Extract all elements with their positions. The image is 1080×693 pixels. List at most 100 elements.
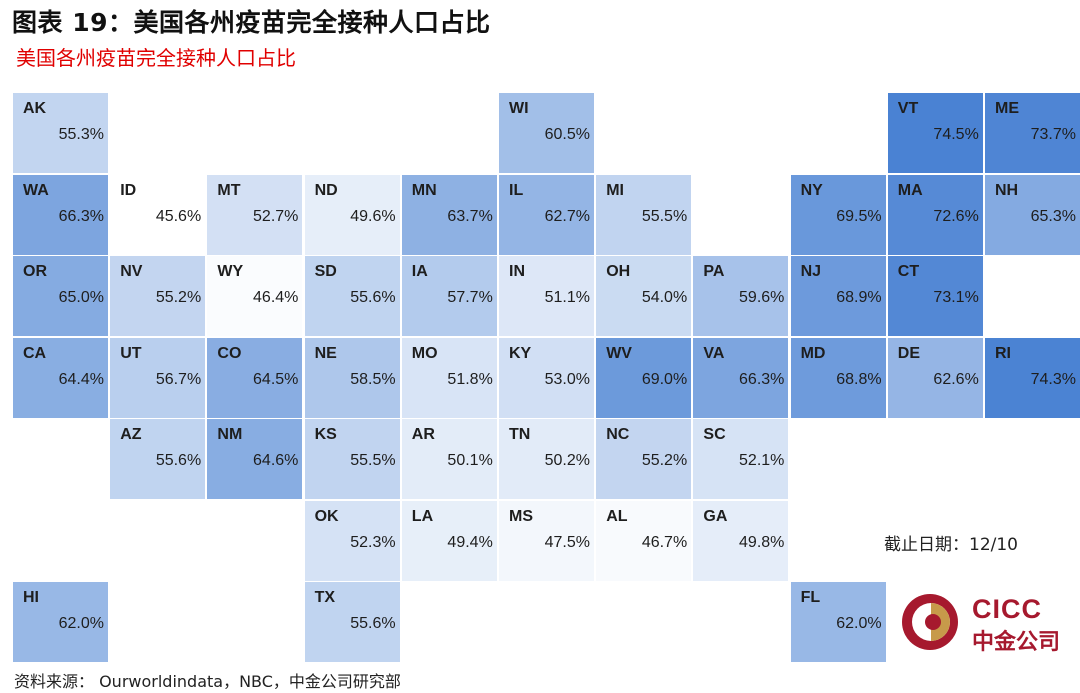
- state-abbr: WI: [509, 100, 529, 117]
- state-tile-tx: TX 55.6%: [304, 582, 400, 662]
- state-value-label: 52.7%: [253, 207, 299, 225]
- state-abbr: OK: [314, 507, 339, 525]
- state-tile-nc: NC 55.2%: [596, 419, 692, 499]
- state-abbr: NV: [120, 263, 143, 280]
- state-tile-nh: NH 65.3%: [985, 174, 1080, 255]
- state-abbr: IL: [509, 181, 524, 199]
- state-value-label: 52.3%: [350, 533, 396, 551]
- state-value-label: 55.5%: [350, 452, 396, 469]
- state-value-label: 47.5%: [544, 533, 590, 551]
- state-abbr: UT: [120, 344, 142, 362]
- state-tile-wi: WI 60.5%: [499, 93, 594, 173]
- state-tile-in: IN 51.1%: [499, 256, 594, 336]
- state-abbr: NJ: [800, 263, 822, 280]
- state-tile-ms: MS 47.5%: [499, 500, 594, 581]
- cicc-logo-mark-icon: [902, 594, 958, 650]
- state-tile-mn: MN 63.7%: [401, 174, 497, 255]
- state-value-label: 55.2%: [155, 289, 202, 306]
- state-value-label: 46.7%: [641, 533, 688, 551]
- state-value-label: 65.3%: [1030, 207, 1076, 225]
- state-abbr: NY: [800, 181, 823, 199]
- state-abbr: AL: [606, 507, 628, 525]
- state-abbr: ID: [120, 181, 137, 199]
- state-abbr: MO: [411, 344, 438, 362]
- state-value-label: 45.6%: [155, 207, 202, 225]
- state-abbr: DE: [897, 344, 921, 362]
- state-value-label: 56.7%: [155, 370, 202, 388]
- state-abbr: MI: [606, 181, 624, 199]
- state-tile-ak: AK 55.3%: [13, 93, 108, 173]
- state-abbr: MD: [800, 344, 826, 362]
- state-abbr: VA: [703, 344, 725, 362]
- state-tile-wy: WY 46.4%: [207, 256, 303, 336]
- state-value-label: 53.0%: [544, 370, 590, 388]
- state-tile-fl: FL 62.0%: [790, 582, 886, 662]
- state-value-label: 51.8%: [447, 370, 493, 388]
- state-abbr: PA: [703, 263, 725, 280]
- state-value-label: 55.5%: [641, 207, 688, 225]
- state-tile-nd: ND 49.6%: [304, 174, 400, 255]
- state-abbr: TN: [509, 426, 531, 443]
- state-value-label: 69.5%: [836, 207, 882, 225]
- state-value-label: 68.9%: [836, 289, 882, 306]
- state-tile-or: OR 65.0%: [13, 256, 108, 336]
- state-tile-ri: RI 74.3%: [985, 337, 1080, 418]
- state-tile-de: DE 62.6%: [887, 337, 983, 418]
- state-value-label: 50.1%: [447, 452, 493, 469]
- state-tile-la: LA 49.4%: [401, 500, 497, 581]
- state-abbr: MT: [217, 181, 241, 199]
- state-abbr: IN: [509, 263, 525, 280]
- state-value-label: 54.0%: [641, 289, 688, 306]
- figure-title: 图表 19：美国各州疫苗完全接种人口占比: [12, 8, 491, 37]
- state-value-label: 55.6%: [350, 289, 396, 306]
- state-tile-wv: WV 69.0%: [596, 337, 692, 418]
- state-abbr: OR: [23, 263, 47, 280]
- state-value-label: 57.7%: [447, 289, 493, 306]
- state-abbr: WY: [217, 263, 244, 280]
- state-value-label: 55.2%: [641, 452, 688, 469]
- state-tile-nj: NJ 68.9%: [790, 256, 886, 336]
- state-tile-id: ID 45.6%: [110, 174, 206, 255]
- state-value-label: 62.6%: [933, 370, 979, 388]
- state-value-label: 73.1%: [933, 289, 979, 306]
- state-tile-ar: AR 50.1%: [401, 419, 497, 499]
- state-value-label: 55.6%: [350, 615, 396, 632]
- state-abbr: CA: [23, 344, 47, 362]
- state-value-label: 62.7%: [544, 207, 590, 225]
- state-tile-sc: SC 52.1%: [693, 419, 789, 499]
- state-value-label: 64.6%: [253, 452, 299, 469]
- state-tile-ks: KS 55.5%: [304, 419, 400, 499]
- state-value-label: 60.5%: [544, 126, 590, 143]
- state-tile-sd: SD 55.6%: [304, 256, 400, 336]
- state-tile-tn: TN 50.2%: [499, 419, 594, 499]
- state-value-label: 52.1%: [739, 452, 785, 469]
- state-abbr: AR: [411, 426, 435, 443]
- state-value-label: 64.5%: [253, 370, 299, 388]
- state-value-label: 55.3%: [58, 126, 104, 143]
- state-abbr: HI: [23, 589, 39, 606]
- state-value-label: 62.0%: [836, 615, 882, 632]
- state-value-label: 58.5%: [350, 370, 396, 388]
- state-tile-ne: NE 58.5%: [304, 337, 400, 418]
- state-value-label: 74.5%: [933, 126, 979, 143]
- state-tile-ma: MA 72.6%: [887, 174, 983, 255]
- state-value-label: 50.2%: [544, 452, 590, 469]
- state-abbr: RI: [995, 344, 1011, 362]
- state-tile-ok: OK 52.3%: [304, 500, 400, 581]
- state-abbr: ND: [314, 181, 338, 199]
- state-value-label: 49.8%: [739, 533, 785, 551]
- state-abbr: VT: [897, 100, 919, 117]
- state-tile-oh: OH 54.0%: [596, 256, 692, 336]
- state-tile-nv: NV 55.2%: [110, 256, 206, 336]
- state-tile-mi: MI 55.5%: [596, 174, 692, 255]
- state-abbr: MA: [897, 181, 923, 199]
- state-tile-wa: WA 66.3%: [13, 174, 108, 255]
- state-tile-az: AZ 55.6%: [110, 419, 206, 499]
- state-value-label: 73.7%: [1030, 126, 1076, 143]
- state-tile-ny: NY 69.5%: [790, 174, 886, 255]
- state-value-label: 55.6%: [155, 452, 202, 469]
- state-tile-ut: UT 56.7%: [110, 337, 206, 418]
- state-tile-ca: CA 64.4%: [13, 337, 108, 418]
- state-value-label: 68.8%: [836, 370, 882, 388]
- source-note: 资料来源： Ourworldindata，NBC，中金公司研究部: [14, 672, 401, 691]
